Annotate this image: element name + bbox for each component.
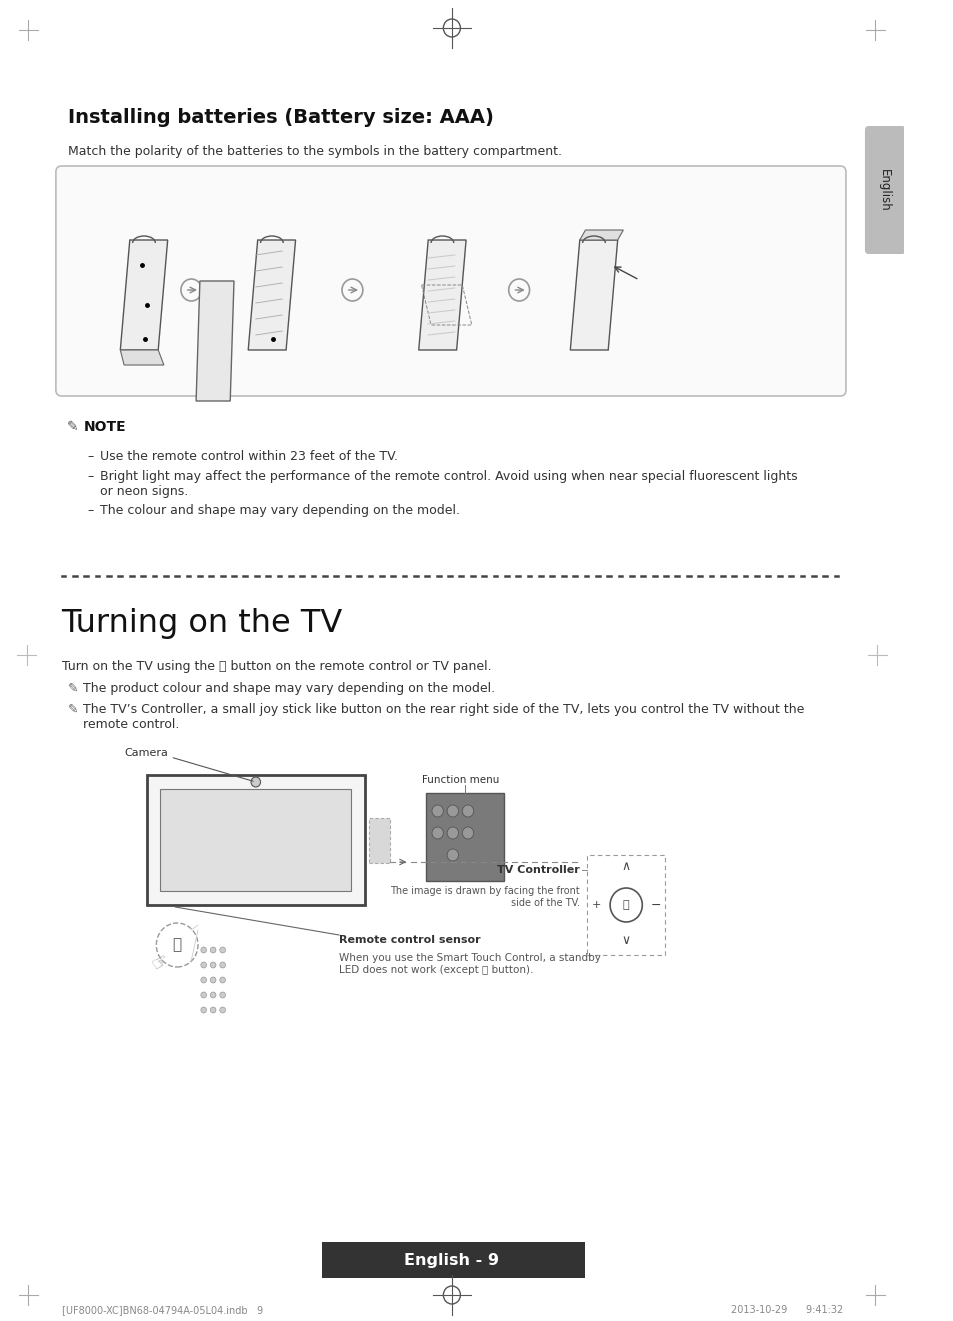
Circle shape <box>201 947 206 952</box>
Text: ✎: ✎ <box>68 703 79 716</box>
Text: The TV’s Controller, a small joy stick like button on the rear right side of the: The TV’s Controller, a small joy stick l… <box>83 703 804 731</box>
Text: ☞: ☞ <box>148 950 172 976</box>
Text: The product colour and shape may vary depending on the model.: The product colour and shape may vary de… <box>83 682 495 695</box>
Circle shape <box>462 804 474 816</box>
Circle shape <box>210 1007 215 1013</box>
Circle shape <box>447 804 458 816</box>
Bar <box>369 818 390 863</box>
Circle shape <box>201 962 206 968</box>
Text: Turning on the TV: Turning on the TV <box>62 608 342 639</box>
Text: –: – <box>87 505 93 517</box>
Text: Function menu: Function menu <box>421 775 498 785</box>
Text: ⏻: ⏻ <box>622 900 629 910</box>
Text: Match the polarity of the batteries to the symbols in the battery compartment.: Match the polarity of the batteries to t… <box>68 145 561 159</box>
Circle shape <box>219 1007 225 1013</box>
Polygon shape <box>418 240 466 350</box>
Circle shape <box>201 978 206 983</box>
Text: English - 9: English - 9 <box>404 1252 498 1268</box>
Circle shape <box>219 962 225 968</box>
Text: Bright light may affect the performance of the remote control. Avoid using when : Bright light may affect the performance … <box>100 470 798 498</box>
Bar <box>160 789 351 890</box>
Bar <box>426 793 503 881</box>
Text: –: – <box>87 450 93 462</box>
Text: 2013-10-29      9:41:32: 2013-10-29 9:41:32 <box>730 1305 842 1314</box>
Text: −: − <box>650 898 660 911</box>
Bar <box>147 775 364 905</box>
Circle shape <box>432 804 443 816</box>
FancyBboxPatch shape <box>56 166 845 396</box>
Polygon shape <box>570 240 617 350</box>
Circle shape <box>210 992 215 997</box>
Text: Camera: Camera <box>125 748 169 758</box>
Circle shape <box>210 962 215 968</box>
Text: Remote control sensor: Remote control sensor <box>339 935 480 945</box>
Circle shape <box>219 947 225 952</box>
Text: NOTE: NOTE <box>83 420 126 435</box>
Text: ✎: ✎ <box>68 682 79 695</box>
Circle shape <box>201 992 206 997</box>
Circle shape <box>210 978 215 983</box>
Text: ⏻: ⏻ <box>172 938 181 952</box>
Polygon shape <box>120 350 164 365</box>
Text: ∨: ∨ <box>621 934 630 947</box>
Circle shape <box>447 827 458 839</box>
Circle shape <box>219 978 225 983</box>
Text: Turn on the TV using the ⏻ button on the remote control or TV panel.: Turn on the TV using the ⏻ button on the… <box>62 660 491 672</box>
Text: The image is drawn by facing the front
side of the TV.: The image is drawn by facing the front s… <box>390 886 579 908</box>
FancyBboxPatch shape <box>864 125 904 254</box>
Text: Installing batteries (Battery size: AAA): Installing batteries (Battery size: AAA) <box>68 108 494 127</box>
Polygon shape <box>196 281 233 402</box>
Polygon shape <box>120 240 168 350</box>
Text: Use the remote control within 23 feet of the TV.: Use the remote control within 23 feet of… <box>100 450 398 462</box>
Text: ✎: ✎ <box>68 420 79 435</box>
Circle shape <box>447 849 458 861</box>
Circle shape <box>210 947 215 952</box>
Text: ∧: ∧ <box>621 860 630 873</box>
Polygon shape <box>248 240 295 350</box>
Circle shape <box>462 827 474 839</box>
Text: When you use the Smart Touch Control, a standby
LED does not work (except ⏻ butt: When you use the Smart Touch Control, a … <box>339 952 600 975</box>
Circle shape <box>432 827 443 839</box>
Text: [UF8000-XC]BN68-04794A-05L04.indb   9: [UF8000-XC]BN68-04794A-05L04.indb 9 <box>62 1305 262 1314</box>
Circle shape <box>201 1007 206 1013</box>
Text: The colour and shape may vary depending on the model.: The colour and shape may vary depending … <box>100 505 460 517</box>
Circle shape <box>251 777 260 787</box>
Text: –: – <box>87 470 93 483</box>
Circle shape <box>219 992 225 997</box>
Bar <box>587 855 664 955</box>
Text: TV Controller: TV Controller <box>497 865 579 875</box>
Text: +: + <box>592 900 601 910</box>
Text: English: English <box>878 169 890 211</box>
Polygon shape <box>579 230 622 240</box>
Bar <box>322 1242 585 1277</box>
